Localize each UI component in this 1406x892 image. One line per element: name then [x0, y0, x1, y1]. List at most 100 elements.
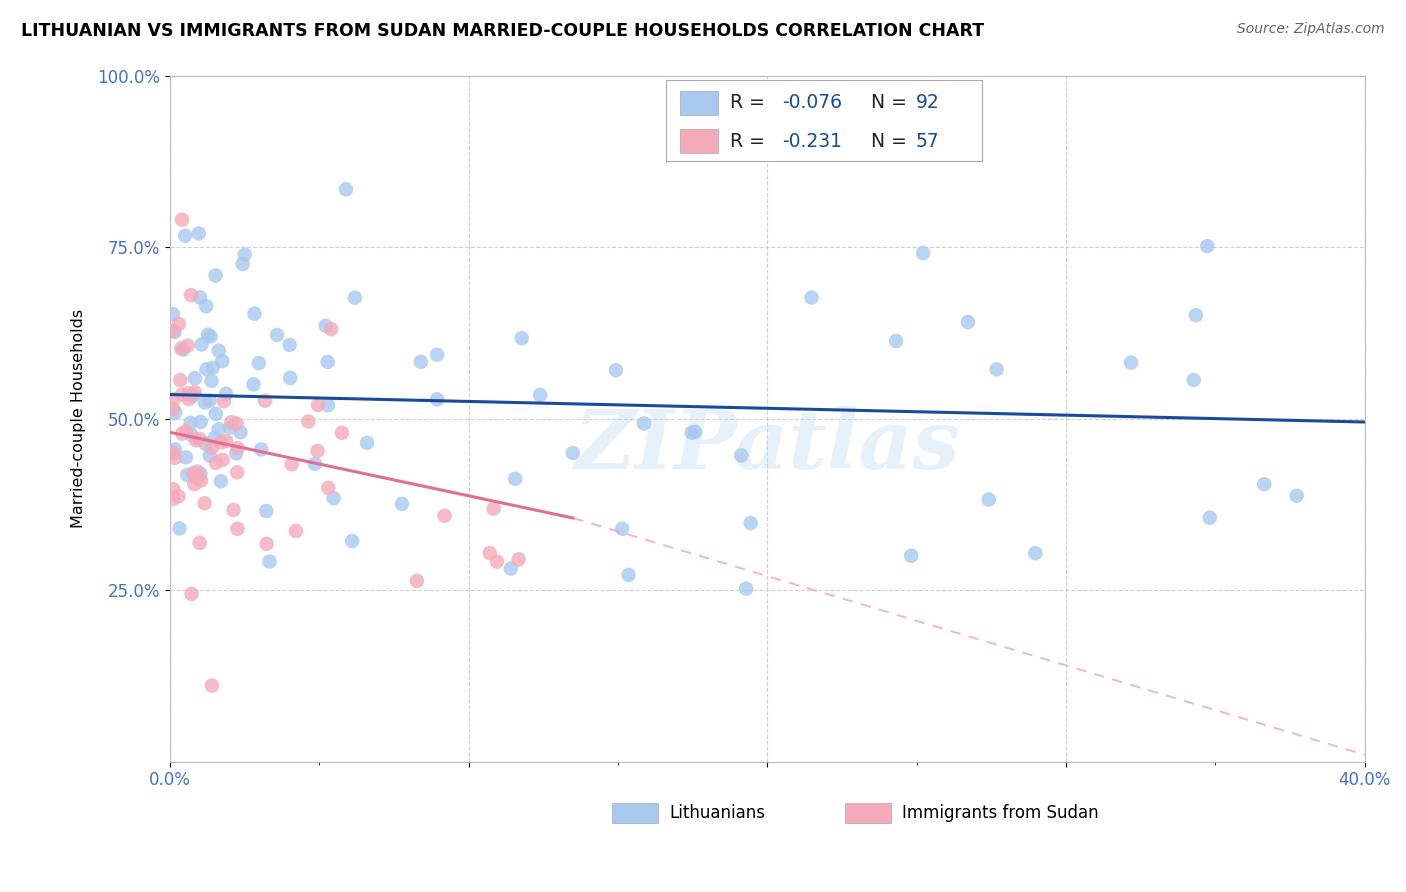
Point [200, 329, 222, 343]
Point [204, 268, 226, 283]
Point [162, 401, 184, 416]
Point [315, 318, 337, 333]
Point [200, 374, 222, 388]
FancyBboxPatch shape [666, 80, 983, 161]
Point [243, 307, 266, 321]
Text: N =: N = [872, 94, 914, 112]
Text: Immigrants from Sudan: Immigrants from Sudan [903, 804, 1099, 822]
Point [478, 546, 501, 560]
Point [190, 474, 212, 488]
Point [176, 338, 198, 352]
Point [183, 477, 205, 491]
Point [197, 327, 219, 342]
Point [215, 434, 238, 449]
Point [204, 431, 226, 445]
Point [266, 328, 288, 343]
Point [278, 371, 301, 385]
Point [735, 582, 758, 596]
Point [281, 457, 304, 471]
Point [900, 549, 922, 563]
Text: 92: 92 [915, 94, 939, 112]
Text: Source: ZipAtlas.com: Source: ZipAtlas.com [1237, 22, 1385, 37]
Point [162, 491, 184, 506]
Bar [681, 91, 718, 115]
Point [284, 524, 307, 538]
Point [605, 363, 627, 377]
Point [169, 521, 191, 535]
Point [510, 331, 533, 345]
Point [162, 482, 184, 496]
Point [183, 466, 205, 480]
Point [956, 315, 979, 329]
Point [1285, 489, 1308, 503]
Point [163, 442, 186, 457]
Point [205, 456, 228, 470]
Point [330, 425, 353, 440]
Point [316, 481, 339, 495]
Point [681, 425, 703, 440]
Point [181, 389, 204, 403]
Point [177, 386, 200, 401]
Point [180, 427, 202, 442]
Point [1198, 510, 1220, 524]
Point [184, 433, 207, 447]
Point [343, 291, 366, 305]
Text: -0.076: -0.076 [782, 94, 842, 112]
Text: R =: R = [730, 94, 772, 112]
Point [212, 394, 235, 409]
Point [508, 552, 530, 566]
Point [170, 212, 193, 227]
Point [162, 307, 184, 321]
Point [986, 362, 1008, 376]
Text: R =: R = [730, 131, 772, 151]
Bar [612, 803, 658, 823]
Point [977, 492, 1000, 507]
Point [529, 388, 551, 402]
Point [209, 435, 232, 450]
Point [426, 348, 449, 362]
Point [194, 436, 217, 450]
Point [561, 446, 583, 460]
Point [176, 424, 198, 438]
Point [633, 417, 655, 431]
Point [222, 503, 245, 517]
Point [405, 574, 427, 588]
Point [174, 450, 197, 465]
Point [211, 452, 233, 467]
Point [307, 398, 329, 412]
Point [409, 355, 432, 369]
Point [740, 516, 762, 530]
Point [321, 322, 343, 336]
Point [162, 446, 184, 460]
Point [180, 587, 202, 601]
Point [1185, 308, 1208, 322]
Point [233, 247, 256, 261]
Point [730, 449, 752, 463]
Point [426, 392, 449, 407]
Point [187, 227, 209, 241]
Point [800, 291, 823, 305]
Point [250, 442, 273, 457]
Point [211, 354, 233, 368]
Point [162, 324, 184, 338]
Point [184, 371, 207, 385]
Point [1253, 477, 1275, 491]
Point [256, 537, 278, 551]
Point [1119, 356, 1142, 370]
Point [208, 422, 231, 436]
Point [215, 386, 238, 401]
Point [172, 343, 194, 357]
Point [188, 290, 211, 304]
Point [342, 534, 364, 549]
Point [163, 392, 186, 407]
Point [617, 567, 640, 582]
Text: Lithuanians: Lithuanians [669, 804, 765, 822]
Point [278, 338, 301, 352]
Point [201, 679, 224, 693]
Point [226, 441, 249, 455]
Point [208, 343, 231, 358]
Point [201, 360, 224, 375]
Point [232, 257, 254, 271]
Point [163, 450, 186, 465]
Point [186, 465, 208, 479]
